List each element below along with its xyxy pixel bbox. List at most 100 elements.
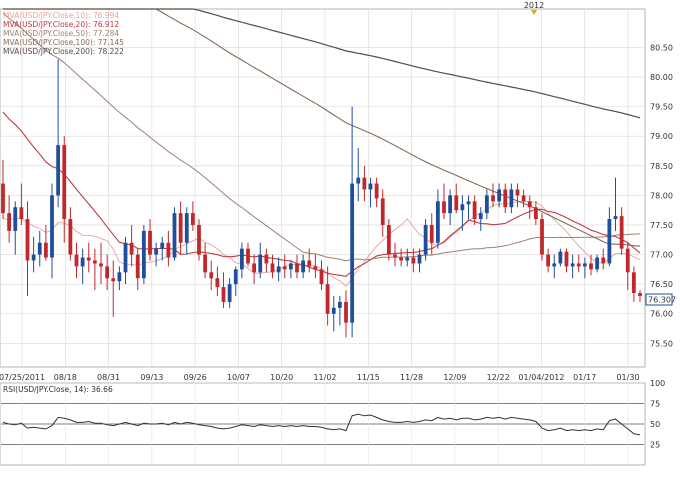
mva-legend-entry: MVA(USD/JPY.Close,100): 77.145: [3, 38, 124, 47]
candle-body: [478, 213, 483, 220]
candle-body: [540, 219, 544, 255]
candle-body: [337, 301, 342, 308]
candle-body: [631, 272, 636, 294]
price-tick-label: 80.50: [650, 43, 673, 52]
candle-body: [374, 183, 379, 199]
price-tick-label: 75.50: [650, 339, 673, 348]
last-price-box: [645, 293, 673, 306]
rsi-axis-ticks: 25 50 75 100: [650, 379, 665, 450]
candle-body: [521, 195, 526, 202]
candle-body: [423, 224, 428, 255]
candle-body: [319, 269, 324, 285]
candle-body: [43, 242, 48, 258]
candle-body: [503, 189, 508, 208]
candle-body: [313, 266, 318, 270]
date-tick-label: 01/30: [616, 373, 639, 382]
date-tick-label: 11/02: [313, 373, 336, 382]
candle-body: [7, 213, 12, 231]
rsi-legend-label: RSI(USD/JPY.Close, 14): 36.66: [3, 385, 113, 394]
candle-body: [301, 260, 306, 273]
rsi-tick-label: 50: [650, 420, 660, 429]
candle-body: [619, 216, 624, 249]
candle-body: [350, 183, 355, 323]
candle-body: [123, 242, 128, 273]
candle-body: [62, 145, 67, 220]
year-marker: 2012: [524, 1, 544, 15]
candle-body: [607, 219, 612, 264]
candle-body: [625, 248, 630, 273]
candle-body: [460, 204, 465, 211]
candle-body: [325, 284, 330, 314]
price-tick-label: 77.00: [650, 251, 673, 260]
candle-body: [613, 216, 618, 220]
candle-body: [68, 219, 73, 255]
candle-body: [25, 219, 30, 261]
candle-body: [37, 242, 42, 255]
price-tick-label: 76.50: [650, 280, 673, 289]
candle-body: [331, 307, 336, 314]
candle-body: [582, 263, 587, 267]
candle-body: [264, 254, 269, 264]
date-tick-label: 07/25/2011: [0, 373, 45, 382]
candle-body: [227, 284, 232, 302]
price-tick-label: 78.00: [650, 191, 673, 200]
mva-legend-entry: MVA(USD/JPY.Close,50): 77.284: [3, 29, 119, 38]
candle-body: [638, 293, 642, 296]
date-tick-label: 12/22: [487, 373, 510, 382]
moving-average-legend: MVA(USD/JPY.Close,10): 76.994MVA(USD/JPY…: [3, 11, 124, 56]
mva-legend-entry: MVA(USD/JPY.Close,200): 78.222: [3, 47, 124, 56]
price-tick-label: 79.50: [650, 103, 673, 112]
candle-body: [576, 263, 581, 267]
candle-body: [92, 260, 97, 264]
date-tick-label: 08/31: [97, 373, 120, 382]
price-tick-label: 77.50: [650, 221, 673, 230]
candle-body: [13, 207, 18, 231]
candle-body: [1, 183, 5, 214]
candle-body: [50, 195, 54, 258]
candle-body: [270, 263, 275, 273]
date-axis-ticks: 07/25/2011 08/18 08/31 09/13 09/26 10/07 10/20…: [0, 373, 640, 382]
candle-body: [484, 195, 489, 214]
candle-body: [215, 278, 220, 288]
candle-body: [570, 263, 575, 267]
candle-body: [160, 242, 165, 249]
candle-body: [417, 254, 422, 264]
candle-body: [288, 263, 293, 270]
year-marker-label: 2012: [524, 1, 544, 10]
price-tick-label: 80.00: [650, 73, 673, 82]
candle-body: [497, 189, 502, 202]
candle-body: [429, 224, 434, 243]
date-tick-label: 01/04/2012: [518, 373, 564, 382]
candle-body: [368, 183, 373, 190]
candle-body: [86, 257, 91, 261]
candle-body: [564, 251, 569, 267]
rsi-tick-label: 100: [650, 379, 665, 388]
date-tick-label: 11/28: [400, 373, 423, 382]
candle-body: [454, 195, 459, 211]
candle-body: [411, 257, 416, 264]
candle-body: [295, 263, 299, 273]
date-tick-label: 10/20: [270, 373, 293, 382]
candle-body: [344, 301, 348, 323]
candle-body: [405, 257, 410, 261]
candle-body: [246, 248, 250, 264]
candle-body: [221, 287, 226, 302]
candle-body: [99, 263, 103, 267]
candle-body: [356, 177, 361, 184]
candle-body: [491, 195, 495, 202]
candle-body: [380, 198, 385, 225]
candle-body: [166, 242, 171, 258]
mva-legend-entry: MVA(USD/JPY.Close,20): 76.912: [3, 20, 119, 29]
candle-body: [178, 213, 183, 243]
candle-body: [386, 224, 391, 255]
date-tick-label: 12/09: [443, 373, 466, 382]
candle-body: [172, 213, 177, 258]
date-tick-label: 08/18: [54, 373, 77, 382]
candle-body: [546, 254, 551, 267]
candle-body: [442, 201, 446, 214]
candle-body: [203, 254, 208, 273]
rsi-gridlines: [1, 382, 644, 465]
candle-body: [197, 224, 201, 255]
date-tick-label: 01/17: [573, 373, 596, 382]
